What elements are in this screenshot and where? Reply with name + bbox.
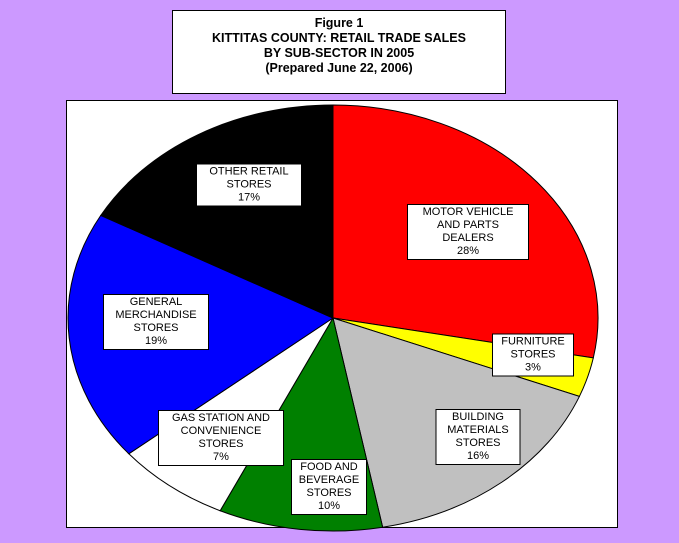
value-label: 10% xyxy=(317,500,341,512)
value-label: 19% xyxy=(144,335,168,347)
chart-title: Figure 1 KITTITAS COUNTY: RETAIL TRADE SA… xyxy=(172,10,506,94)
category-name: BUILDING MATERIALS STORES xyxy=(447,411,509,449)
slice-label: OTHER RETAIL STORES 17% xyxy=(196,163,302,207)
slice-label: MOTOR VEHICLE AND PARTS DEALERS 28% xyxy=(407,204,529,260)
category-name: GENERAL MERCHANDISE STORES xyxy=(115,296,197,334)
slice-label: FOOD AND BEVERAGE STORES 10% xyxy=(291,459,367,515)
title-line: BY SUB-SECTOR IN 2005 xyxy=(263,46,415,60)
slice-label: GAS STATION AND CONVENIENCE STORES 7% xyxy=(158,410,284,466)
slice-label: GENERAL MERCHANDISE STORES 19% xyxy=(103,294,209,350)
title-line: KITTITAS COUNTY: RETAIL TRADE SALES xyxy=(212,31,466,45)
title-line: Figure 1 xyxy=(314,16,364,30)
category-name: FOOD AND BEVERAGE STORES xyxy=(298,461,360,499)
slice-label: FURNITURE STORES 3% xyxy=(492,333,574,377)
category-name: FURNITURE STORES xyxy=(501,335,565,361)
slice-label: BUILDING MATERIALS STORES 16% xyxy=(435,409,521,465)
value-label: 17% xyxy=(237,191,261,204)
value-label: 16% xyxy=(466,450,490,462)
value-label: 28% xyxy=(456,245,480,257)
category-name: MOTOR VEHICLE AND PARTS DEALERS xyxy=(422,206,514,244)
category-name: GAS STATION AND CONVENIENCE STORES xyxy=(172,412,270,450)
value-label: 7% xyxy=(213,451,229,463)
pie-slice xyxy=(100,104,334,319)
value-label: 3% xyxy=(525,361,541,374)
category-name: OTHER RETAIL STORES xyxy=(209,165,289,191)
title-line: (Prepared June 22, 2006) xyxy=(265,61,413,75)
